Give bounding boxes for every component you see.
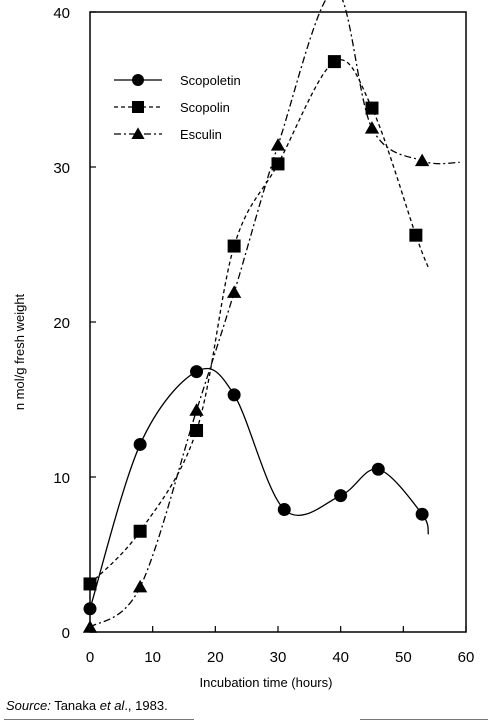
point-scopolin [190, 424, 204, 437]
source-prefix: Source: [6, 698, 51, 713]
x-tick-label: 30 [270, 649, 287, 666]
point-scopolin [83, 577, 97, 591]
y-tick-label: 0 [62, 625, 70, 642]
point-scopolin [409, 228, 423, 242]
legend-marker-scopoletin [132, 74, 144, 86]
source-etal: et al [99, 698, 125, 713]
y-tick-label: 30 [53, 160, 70, 177]
x-tick-label: 60 [458, 649, 475, 666]
point-scopoletin [190, 365, 204, 379]
point-scopolin [365, 101, 379, 115]
point-esculin [226, 285, 242, 298]
point-esculin [414, 153, 430, 167]
point-esculin [82, 620, 98, 633]
y-tick-label: 10 [53, 470, 70, 487]
point-scopolin [327, 55, 341, 69]
point-scopoletin [371, 462, 385, 476]
legend-marker-scopolin [132, 101, 144, 113]
x-tick-label: 20 [207, 649, 224, 666]
y-tick-label: 40 [53, 5, 70, 22]
legend-label-scopoletin: Scopoletin [180, 73, 241, 88]
bottom-rule-right [360, 719, 488, 720]
point-scopoletin [277, 503, 291, 517]
point-esculin [132, 579, 148, 593]
x-tick-label: 10 [144, 649, 161, 666]
series-line-scopoletin [89, 367, 430, 609]
source-author: Tanaka [50, 698, 100, 713]
point-esculin [364, 121, 380, 134]
x-tick-label: 0 [86, 649, 94, 666]
point-scopoletin [83, 602, 97, 616]
bottom-rule-left [4, 719, 194, 720]
series-line-scopolin [89, 59, 430, 585]
plot-frame [89, 11, 467, 633]
legend-label-esculin: Esculin [180, 127, 222, 142]
series-line-esculin [89, 0, 460, 628]
source-year: ., 1983. [124, 698, 168, 713]
point-scopoletin [227, 388, 241, 402]
x-axis-label: Incubation time (hours) [200, 675, 333, 690]
point-scopolin [271, 157, 285, 171]
legend-marker-esculin [131, 127, 145, 139]
point-scopoletin [133, 437, 147, 451]
point-esculin [189, 403, 204, 416]
point-esculin [270, 138, 286, 151]
y-tick-label: 20 [53, 315, 70, 332]
point-scopoletin [415, 507, 429, 521]
legend-label-scopolin: Scopolin [180, 100, 230, 115]
x-tick-label: 50 [395, 649, 412, 666]
y-axis-label: n mol/g fresh weight [12, 293, 27, 410]
source-citation: Source: Tanaka et al., 1983. [6, 698, 168, 713]
point-scopolin [227, 239, 241, 253]
x-tick-label: 40 [332, 649, 349, 666]
point-scopolin [133, 524, 147, 538]
point-scopoletin [334, 489, 348, 503]
